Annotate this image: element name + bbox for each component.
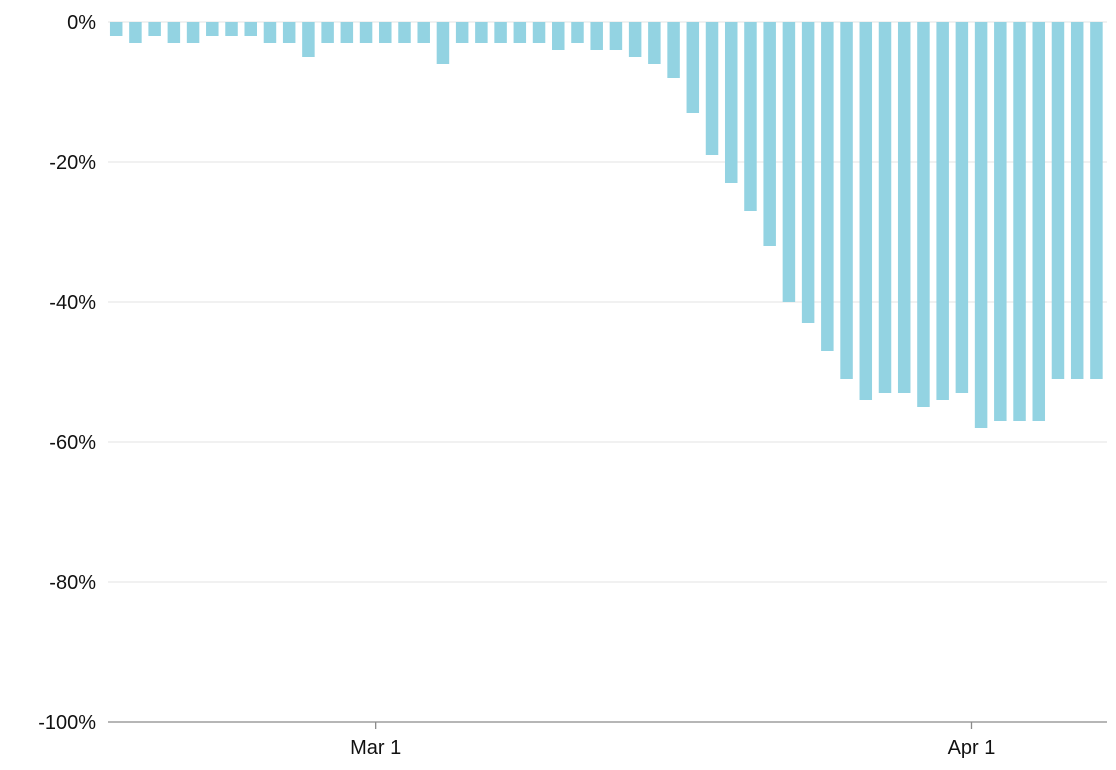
bar (552, 22, 565, 50)
bar (763, 22, 776, 246)
bar (897, 22, 911, 393)
bar (398, 22, 411, 43)
bar (609, 22, 623, 50)
bar (263, 22, 277, 43)
bar (801, 22, 815, 323)
y-tick-label: -40% (49, 292, 96, 314)
bar (686, 22, 700, 113)
bar (936, 22, 949, 400)
bar (667, 22, 680, 78)
bar (340, 22, 354, 43)
y-axis-labels: 0% -20% -40% -60% -80% -100% (38, 12, 96, 734)
bar (379, 22, 392, 43)
bar (129, 22, 142, 43)
bar (148, 22, 161, 36)
bar (475, 22, 488, 43)
bar (225, 22, 238, 36)
bar (571, 22, 584, 43)
bar (878, 22, 892, 393)
y-tick-label: -20% (49, 152, 96, 174)
bar-series (109, 22, 1103, 428)
bar (417, 22, 430, 43)
bar (628, 22, 642, 57)
bar (840, 22, 853, 379)
bar (994, 22, 1007, 421)
bar (917, 22, 930, 407)
bar (821, 22, 834, 351)
y-tick-label: -60% (49, 432, 96, 454)
bar (186, 22, 200, 43)
y-tick-label: -100% (38, 712, 96, 734)
bar (1070, 22, 1084, 379)
bar (590, 22, 603, 50)
bar (359, 22, 373, 43)
x-axis (108, 721, 1107, 729)
bar (302, 22, 315, 57)
x-axis-labels: Mar 1 Apr 1 (350, 737, 995, 759)
x-tick-label: Mar 1 (350, 737, 401, 759)
bar (244, 22, 257, 36)
bar (436, 22, 450, 64)
x-tick-label: Apr 1 (948, 737, 996, 759)
y-tick-label: -80% (49, 572, 96, 594)
bar (782, 22, 796, 302)
bar (321, 22, 334, 43)
bar (513, 22, 527, 43)
bar (206, 22, 219, 36)
bar (1032, 22, 1046, 421)
bar (724, 22, 738, 183)
bar (1090, 22, 1103, 379)
bar (494, 22, 507, 43)
bar (859, 22, 873, 400)
bar (705, 22, 719, 155)
bar (1013, 22, 1026, 421)
bar (532, 22, 546, 43)
bar (955, 22, 969, 393)
y-tick-label: 0% (67, 12, 96, 34)
bar (455, 22, 469, 43)
bar (974, 22, 988, 428)
bar (282, 22, 296, 43)
bar (648, 22, 661, 64)
bar (109, 22, 123, 36)
bar (744, 22, 757, 211)
bar (167, 22, 181, 43)
bar (1051, 22, 1065, 379)
